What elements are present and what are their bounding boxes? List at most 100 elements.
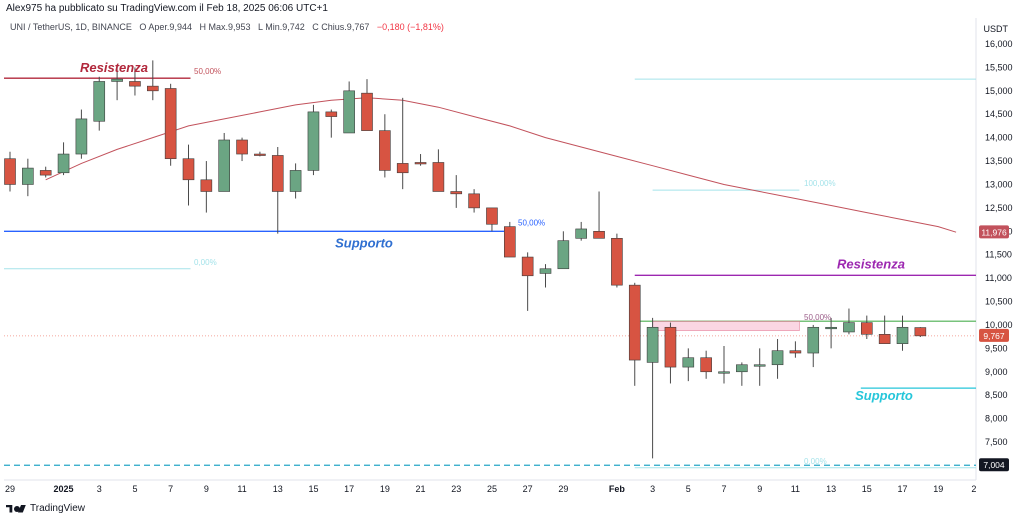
candle-body [379,130,391,171]
x-tick-label: 17 [897,484,907,494]
candle-body [753,364,766,367]
candle-body [486,207,498,225]
fib-label-100: 100,00% [804,179,836,188]
x-tick-label: 9 [204,484,209,494]
candle-body [825,326,837,330]
x-tick-label: 17 [344,484,354,494]
x-tick-label: 11 [791,484,800,494]
candle-body [646,326,659,363]
price-tag [979,458,1009,472]
y-tick-label: 9,500 [985,343,1008,353]
candle-body [789,350,802,354]
x-tick-label: 2025 [54,484,74,494]
x-tick-label: 19 [933,484,943,494]
low-value: Min.9,742 [265,22,305,32]
candle-body [432,162,445,192]
x-tick-label: 25 [487,484,497,494]
candle-body [307,111,320,171]
y-tick-label: 14,500 [985,109,1013,119]
x-tick-label: 23 [451,484,461,494]
candle-body [343,90,355,134]
moving-average-line [45,97,957,233]
candle-body [111,78,123,82]
candle-body [325,111,338,117]
fib-label-0-right: 0,00% [804,457,827,466]
x-tick-label: 5 [132,484,137,494]
x-tick-label: 11 [237,484,246,494]
x-tick-label: 13 [826,484,836,494]
price-tag [979,225,1009,239]
tradingview-brand[interactable]: TradingView [6,503,85,514]
support-label-1: Supporto [335,235,393,250]
candle-body [129,81,141,87]
x-tick-label: 29 [5,484,15,494]
candle-body [700,357,712,373]
resistance-label-2: Resistenza [837,256,905,271]
high-label: H [199,22,206,32]
candle-body [254,153,266,156]
candle-body [736,364,748,373]
candle-body [611,238,623,286]
price-tag-label: 11,976 [981,227,1007,237]
candle-body [521,256,534,277]
candle-body [4,158,16,185]
candle-body [807,326,820,354]
candle-body [414,162,427,165]
candle-body [843,322,855,333]
y-tick-label: 12,500 [985,203,1013,213]
candle-body [57,153,70,174]
candle-body [75,118,88,155]
change-value: −0,180 (−1,81%) [376,22,444,32]
candle-body [182,158,195,181]
candle-body [575,228,588,239]
y-tick-label: 15,000 [985,86,1013,96]
x-tick-label: 3 [97,484,102,494]
candle-body [450,191,463,195]
candle-body [593,230,605,239]
symbol-name[interactable]: UNI / TetherUS, 1D, BINANCE [10,22,132,32]
close-label: C [312,22,319,32]
y-tick-label: 14,000 [985,133,1013,143]
published-by-text: Alex975 ha pubblicato su TradingView.com… [6,3,328,14]
high-value: Max.9,953 [208,22,251,32]
x-tick-label: 2 [971,484,976,494]
x-tick-label: 3 [650,484,655,494]
candle-body [539,268,552,274]
candle-body [664,326,677,368]
candle-body [860,322,873,335]
candle-body [682,357,695,368]
x-tick-label: 29 [558,484,568,494]
y-tick-label: 8,500 [985,390,1008,400]
x-tick-label: 13 [273,484,283,494]
x-tick-label: 7 [721,484,726,494]
symbol-info-bar: UNI / TetherUS, 1D, BINANCE O Aper.9,944… [10,22,444,32]
candle-body [236,139,248,155]
low-label: L [258,22,263,32]
candle-body [468,193,480,209]
candle-body [878,334,891,344]
candle-body [147,85,159,92]
resistance-label-1: Resistenza [80,60,148,75]
open-label: O [139,22,147,32]
candle-body [164,88,177,160]
candle-body [22,167,34,185]
candle-body [718,371,730,374]
candle-body [93,81,106,122]
open-value: Aper.9,944 [148,22,192,32]
x-tick-label: 19 [380,484,390,494]
x-tick-label: 15 [862,484,872,494]
y-tick-label: 13,000 [985,179,1013,189]
y-tick-label: 16,000 [985,39,1013,49]
y-tick-label: 10,000 [985,320,1013,330]
y-tick-label: 15,500 [985,62,1013,72]
fib-label-50-right: 50,00% [804,313,831,322]
price-axis-unit: USDT [983,24,1009,34]
fib-label-50-blue: 50,00% [518,218,545,227]
support-label-2: Supporto [855,388,913,403]
candle-body [289,170,302,192]
y-tick-label: 13,500 [985,156,1013,166]
x-tick-label: 5 [686,484,691,494]
x-tick-label: 15 [308,484,318,494]
x-tick-label: 9 [757,484,762,494]
